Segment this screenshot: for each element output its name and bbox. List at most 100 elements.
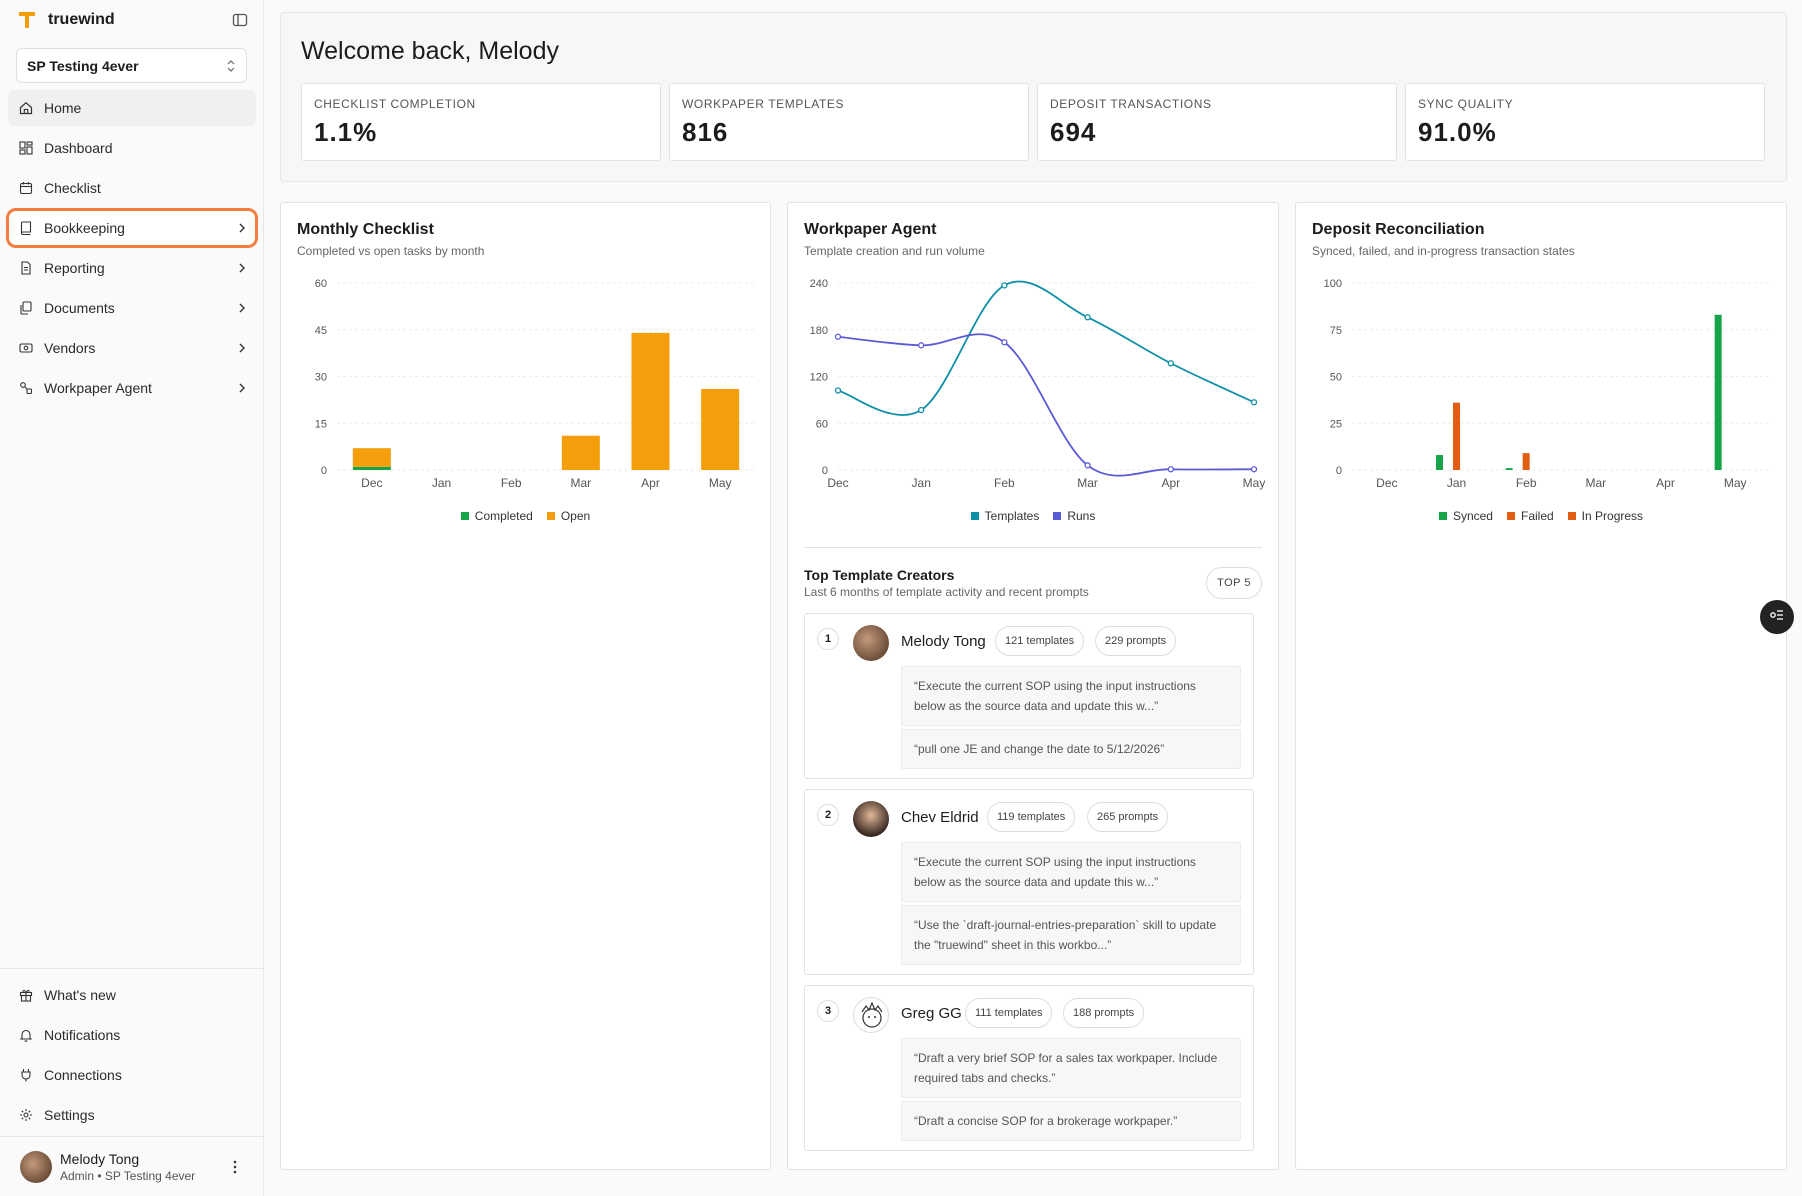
- legend-swatch: [1506, 512, 1515, 520]
- floating-action-button[interactable]: [1760, 600, 1794, 634]
- legend-label: Open: [560, 509, 591, 523]
- point-templates: [1001, 282, 1008, 289]
- point-templates: [1167, 360, 1174, 367]
- nav-item-settings[interactable]: Settings: [8, 1097, 255, 1133]
- x-tick-label: Jan: [912, 476, 931, 490]
- y-tick-label: 180: [810, 325, 828, 337]
- card-subtitle: Completed vs open tasks by month: [297, 244, 485, 258]
- nav-item-documents[interactable]: Documents: [8, 290, 256, 326]
- creator-card: 2 Chev Eldrid 119 templates 265 prompts …: [804, 789, 1254, 975]
- line-runs: [837, 333, 1255, 477]
- deposit-reconciliation-chart: 0 25 50 75 100 Dec Jan Feb Mar Apr May: [1324, 278, 1770, 490]
- x-tick-label: Mar: [1585, 476, 1606, 490]
- sidebar: truewind SP Testing 4ever Home Dashboard…: [0, 0, 264, 1196]
- rank-badge: 3: [817, 1000, 839, 1022]
- user-profile[interactable]: Melody Tong Admin • SP Testing 4ever: [0, 1136, 263, 1196]
- y-tick-label: 100: [1324, 278, 1342, 290]
- nav-label: Notifications: [44, 1027, 121, 1043]
- nav-item-connections[interactable]: Connections: [8, 1057, 255, 1093]
- nav-item-whats-new[interactable]: What's new: [8, 977, 255, 1013]
- bar-open: [701, 388, 740, 470]
- nav-label: Reporting: [44, 260, 105, 276]
- nav-item-dashboard[interactable]: Dashboard: [8, 130, 256, 166]
- legend-item[interactable]: Open: [546, 509, 591, 523]
- nav-item-reporting[interactable]: Reporting: [8, 250, 256, 286]
- bar-synced: [1714, 314, 1722, 470]
- nav-item-bookkeeping[interactable]: Bookkeeping: [6, 208, 258, 248]
- top-5-badge: TOP 5: [1206, 567, 1262, 599]
- bar-open: [352, 448, 391, 467]
- templates-count-pill: 119 templates: [987, 802, 1076, 832]
- monthly-checklist-card: Monthly Checklist Completed vs open task…: [280, 202, 771, 1170]
- y-tick-label: 0: [321, 465, 327, 477]
- divider: [804, 547, 1262, 548]
- nav-label: Vendors: [44, 340, 96, 356]
- nav-item-home[interactable]: Home: [8, 90, 256, 126]
- y-tick-label: 60: [816, 418, 828, 430]
- truewind-logo-icon: [16, 9, 38, 31]
- y-tick-label: 25: [1330, 418, 1342, 430]
- gear-icon: [18, 1107, 34, 1123]
- recent-prompt: “Execute the current SOP using the input…: [901, 842, 1241, 902]
- legend-item[interactable]: Synced: [1438, 509, 1493, 523]
- legend-item[interactable]: Runs: [1053, 509, 1095, 523]
- brand[interactable]: truewind: [16, 8, 115, 32]
- y-tick-label: 0: [1336, 465, 1342, 477]
- x-tick-label: Apr: [1161, 476, 1180, 490]
- legend-item[interactable]: Completed: [460, 509, 533, 523]
- y-tick-label: 60: [315, 278, 327, 290]
- legend-swatch: [1053, 512, 1062, 520]
- point-runs: [918, 342, 925, 349]
- vendor-icon: [18, 340, 34, 356]
- legend-item[interactable]: In Progress: [1567, 509, 1644, 523]
- plug-icon: [18, 1067, 34, 1083]
- legend-item[interactable]: Failed: [1506, 509, 1554, 523]
- documents-icon: [18, 300, 34, 316]
- workpaper-agent-chart: 0 60 120 180 240 Dec Jan Feb Mar Apr May: [810, 278, 1266, 490]
- nav-item-vendors[interactable]: Vendors: [8, 330, 256, 366]
- y-tick-label: 30: [315, 372, 327, 384]
- x-tick-label: Apr: [1656, 476, 1675, 490]
- point-runs: [834, 333, 842, 340]
- y-tick-label: 75: [1330, 325, 1342, 337]
- legend-label: In Progress: [1581, 509, 1644, 523]
- kpi-value: 694: [1050, 117, 1097, 147]
- org-selector[interactable]: SP Testing 4ever: [16, 48, 247, 83]
- legend-label: Runs: [1067, 509, 1096, 523]
- creator-name: Melody Tong: [901, 633, 986, 650]
- nav-item-workpaper-agent[interactable]: Workpaper Agent: [8, 370, 256, 406]
- kpi-value: 91.0%: [1418, 117, 1497, 147]
- nav-label: Connections: [44, 1067, 122, 1083]
- templates-count-pill: 111 templates: [965, 998, 1053, 1028]
- chevron-right-icon: [238, 382, 246, 394]
- bell-icon: [18, 1027, 34, 1043]
- monthly-checklist-chart: 0 15 30 45 60 Dec Jan Feb Mar Apr May: [315, 278, 755, 490]
- dashboard-icon: [18, 140, 34, 156]
- avatar: [853, 801, 889, 837]
- legend-label: Completed: [474, 509, 533, 523]
- more-vertical-icon[interactable]: [227, 1160, 243, 1174]
- bar-completed: [352, 466, 391, 470]
- point-templates: [1084, 314, 1091, 321]
- kpi-label: SYNC QUALITY: [1418, 97, 1514, 111]
- legend-item[interactable]: Templates: [970, 509, 1039, 523]
- legend-label: Synced: [1452, 509, 1493, 523]
- prompts-count-pill: 229 prompts: [1095, 626, 1177, 656]
- x-tick-label: May: [709, 476, 732, 490]
- deposit-reconciliation-card: Deposit Reconciliation Synced, failed, a…: [1295, 202, 1787, 1170]
- creator-card: 1 Melody Tong 121 templates 229 prompts …: [804, 613, 1254, 779]
- bar-synced: [1436, 455, 1443, 470]
- nav-item-checklist[interactable]: Checklist: [8, 170, 256, 206]
- creators-subtitle: Last 6 months of template activity and r…: [804, 585, 1089, 599]
- card-subtitle: Template creation and run volume: [804, 244, 985, 258]
- calendar-icon: [18, 180, 34, 196]
- legend-swatch: [546, 512, 555, 520]
- bar-failed: [1522, 453, 1530, 470]
- x-tick-label: Dec: [361, 476, 382, 490]
- kpi-label: DEPOSIT TRANSACTIONS: [1050, 97, 1212, 111]
- point-runs: [1250, 466, 1258, 473]
- kpi-label: WORKPAPER TEMPLATES: [682, 97, 845, 111]
- book-icon: [18, 220, 34, 236]
- sidebar-toggle-icon[interactable]: [230, 10, 250, 30]
- nav-item-notifications[interactable]: Notifications: [8, 1017, 255, 1053]
